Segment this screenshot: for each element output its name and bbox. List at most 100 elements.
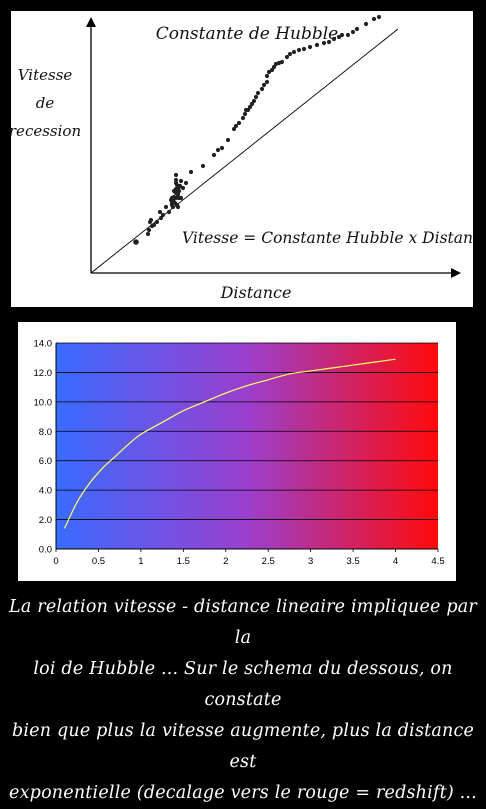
data-point [301, 46, 307, 52]
data-point [154, 219, 160, 225]
hubble-points [133, 14, 382, 245]
data-point [146, 227, 152, 233]
data-point [173, 177, 179, 183]
data-point [264, 79, 270, 85]
x-axis-arrow [451, 268, 461, 278]
data-point [151, 222, 157, 228]
x-tick-label: 2.5 [262, 556, 275, 567]
data-point [133, 239, 139, 245]
data-point [247, 104, 253, 110]
data-point [173, 172, 179, 178]
hubble-law-annotation: Vitesse = Constante Hubble x Distance [182, 229, 473, 247]
data-point [160, 212, 166, 218]
caption-line-2: loi de Hubble ... Sur le schema du desso… [33, 659, 453, 710]
y-tick-label: 6.0 [39, 456, 52, 467]
data-point [148, 217, 154, 223]
caption-line-3: bien que plus la vitesse augmente, plus … [11, 721, 475, 772]
data-point [259, 86, 265, 92]
caption-text: La relation vitesse - distance lineaire … [6, 592, 480, 803]
data-point [371, 16, 377, 22]
data-point [331, 36, 337, 42]
data-point [266, 69, 272, 75]
data-point [178, 178, 184, 184]
y-tick-label: 12.0 [34, 368, 53, 379]
data-point [314, 42, 320, 48]
caption-line-1: La relation vitesse - distance lineaire … [9, 597, 477, 648]
data-point [219, 145, 225, 151]
data-point [279, 59, 285, 65]
x-tick-label: 2 [223, 556, 228, 567]
x-tick-label: 1 [138, 556, 143, 567]
y-tick-label: 14.0 [34, 339, 53, 350]
data-point [163, 204, 169, 210]
series-line [63, 358, 396, 529]
data-point [225, 137, 231, 143]
y-label-line-1: Vitesse [18, 66, 73, 84]
data-point [363, 21, 369, 27]
data-point [321, 40, 327, 46]
data-point [245, 107, 251, 113]
y-tick-label: 10.0 [34, 397, 53, 408]
data-point [236, 120, 242, 126]
x-tick-label: 3 [308, 556, 313, 567]
data-point [354, 26, 360, 32]
trend-line [90, 28, 399, 274]
data-point [345, 32, 351, 38]
data-point [176, 188, 182, 194]
data-point [158, 215, 164, 221]
x-axis-label: Distance [220, 283, 292, 302]
hubble-axes [86, 17, 461, 278]
x-tick-label: 1.5 [177, 556, 190, 567]
data-point [255, 90, 261, 96]
data-point [264, 73, 270, 79]
tick-labels: 0.0 2.0 4.0 6.0 8.0 10.0 12.0 14.0 0 0.5 1 1.5 2 2.5 3… [34, 339, 445, 568]
data-point [231, 126, 237, 132]
data-point [233, 123, 239, 129]
data-point [200, 163, 206, 169]
data-point [157, 209, 163, 215]
data-point [175, 204, 181, 210]
y-label-line-2: de [36, 94, 55, 112]
data-point [296, 47, 302, 53]
data-point [183, 180, 189, 186]
data-point [215, 147, 221, 153]
data-point [166, 209, 172, 215]
y-tick-label: 8.0 [39, 427, 52, 438]
data-point [242, 111, 248, 117]
x-tick-label: 4.5 [431, 556, 444, 567]
redshift-line-chart-panel: 0.0 2.0 4.0 6.0 8.0 10.0 12.0 14.0 0 0.5 1 1.5 2 2.5 3… [18, 322, 456, 581]
data-point [261, 82, 267, 88]
data-point [376, 14, 382, 20]
data-point [350, 29, 356, 35]
y-tick-label: 2.0 [39, 515, 52, 526]
data-point [339, 32, 345, 38]
y-label-line-3: recession [11, 122, 81, 140]
data-point [336, 34, 342, 40]
x-tick-label: 0.5 [92, 556, 105, 567]
data-point [251, 98, 257, 104]
redshift-line-chart: 0.0 2.0 4.0 6.0 8.0 10.0 12.0 14.0 0 0.5 1 1.5 2 2.5 3… [34, 339, 445, 568]
data-point [287, 51, 293, 57]
x-tick-label: 3.5 [347, 556, 360, 567]
data-point [178, 195, 184, 201]
data-point [326, 39, 332, 45]
x-tick-label: 4 [393, 556, 398, 567]
data-point [253, 94, 259, 100]
hubble-title: Constante de Hubble [156, 24, 339, 44]
x-tick-label: 0 [53, 556, 58, 567]
data-point [180, 185, 186, 191]
data-point [211, 152, 217, 158]
y-tick-label: 4.0 [39, 486, 52, 497]
hubble-diagram-panel: Constante de Hubble Vitesse de recession… [11, 11, 473, 307]
data-point [249, 101, 255, 107]
gridlines [55, 342, 439, 552]
plot-background [56, 343, 438, 549]
data-point [269, 67, 275, 73]
data-point [173, 186, 179, 192]
data-point [188, 169, 194, 175]
data-point [170, 204, 176, 210]
caption-line-4: exponentielle (decalage vers le rouge = … [9, 783, 477, 803]
data-point [307, 44, 313, 50]
y-tick-label: 0.0 [39, 545, 52, 556]
data-point [291, 49, 297, 55]
